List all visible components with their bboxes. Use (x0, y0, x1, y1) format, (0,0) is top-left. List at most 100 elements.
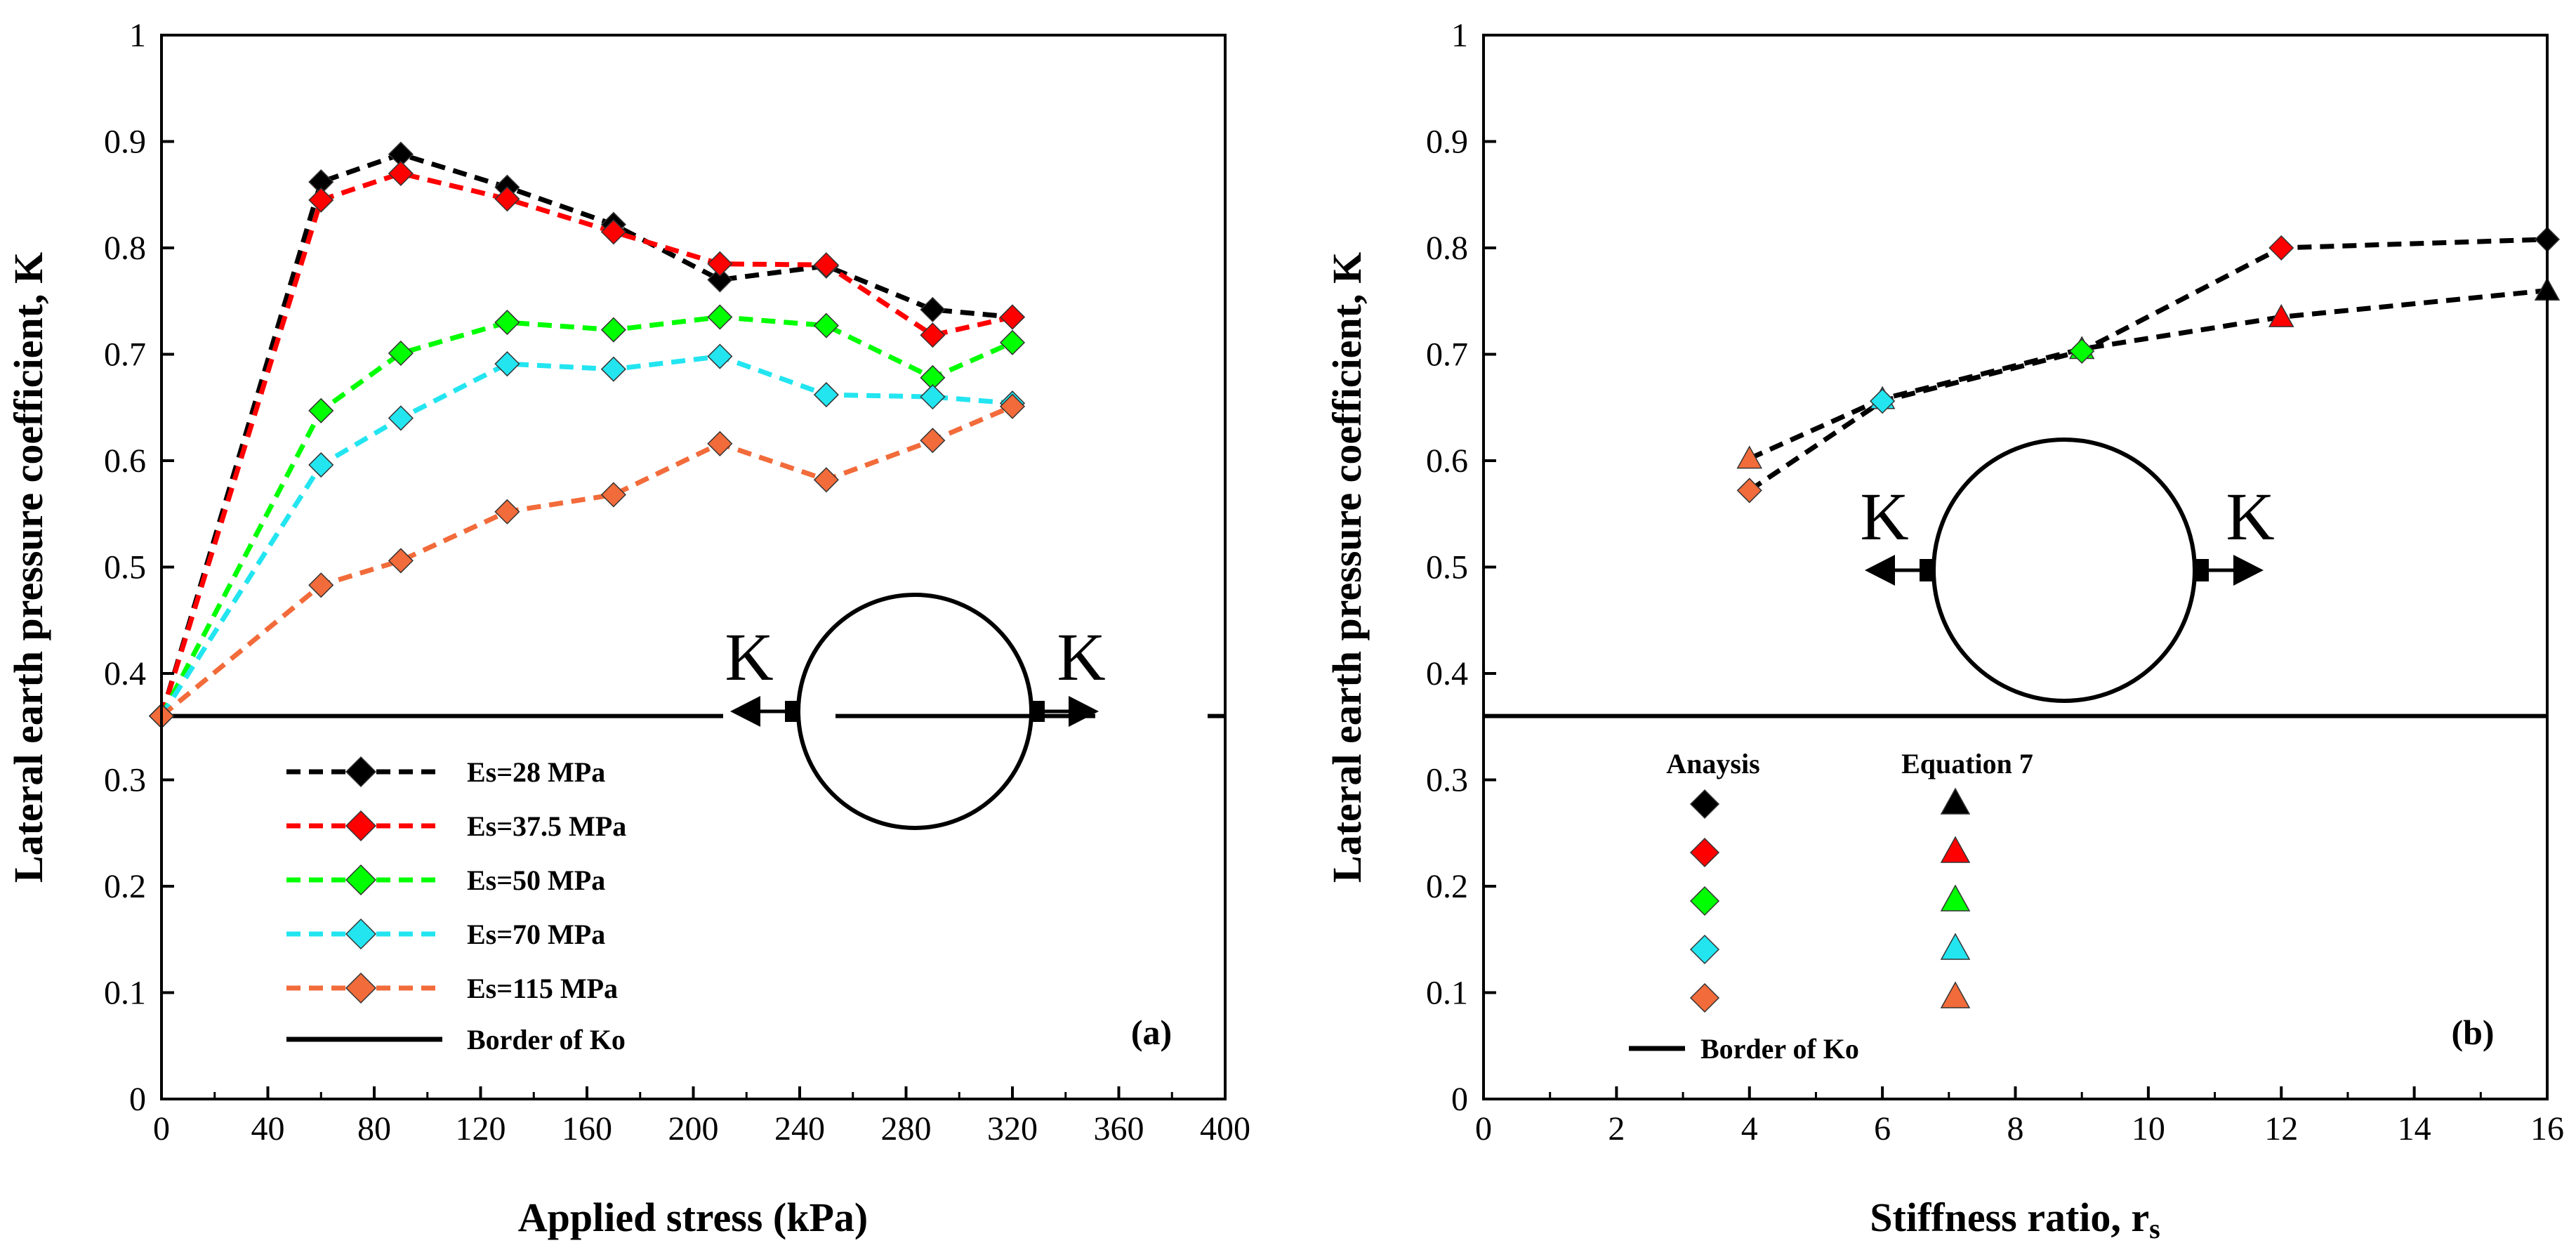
x-tick-label-b: 0 (1475, 1110, 1492, 1147)
x-tick-label-b: 8 (2007, 1110, 2024, 1147)
panel-b: K K 0 2 4 6 8 10 12 14 16 0 0.1 0.2 0.3 0.4 0.5 0.6 0.7 0… (1324, 17, 2564, 1244)
y-tick-label-a: 0 (129, 1081, 146, 1118)
y-tick-label-a: 0.9 (104, 124, 146, 161)
data-point-es-70-mpa (388, 405, 414, 431)
legend-label-border-ko-b: Border of Ko (1700, 1033, 1859, 1065)
legend-label-es28: Es=28 MPa (467, 756, 605, 788)
legend-label-es70: Es=70 MPa (467, 919, 605, 950)
x-tick-label-a: 120 (456, 1110, 506, 1147)
data-point-es-70-mpa (707, 343, 733, 369)
legend-marker-equation (1940, 836, 1971, 863)
y-tick-label-b: 0 (1451, 1081, 1468, 1118)
data-point-es-70-mpa (600, 356, 626, 382)
y-tick-label-b: 0.9 (1426, 124, 1468, 161)
series-line-es-115-mpa (159, 404, 1014, 718)
x-tick-label-a: 360 (1094, 1110, 1144, 1147)
y-tick-label-a: 0.7 (104, 336, 146, 374)
arrow-left-b (1865, 555, 1895, 586)
legend-marker-equation (1940, 884, 1971, 912)
ring-pad-right-b (2193, 559, 2209, 581)
y-tick-label-a: 0.8 (104, 230, 146, 267)
data-point-es-70-mpa (813, 382, 839, 408)
data-point-es-115-mpa (920, 428, 946, 454)
x-tick-label-a: 280 (881, 1110, 932, 1147)
legend-a: Es=28 MPa Es=37.5 MPa Es=50 MPa Es=70 MP… (286, 756, 626, 1055)
legend-marker-equation (1940, 933, 1971, 960)
arrow-right-b (2233, 555, 2264, 586)
data-point-es-37-5-mpa (600, 219, 626, 245)
x-axis-title-a: Applied stress (kPa) (518, 1195, 868, 1240)
legend-marker-equation (1940, 981, 1971, 1008)
legend-b: Anaysis Equation 7 Border of Ko (1629, 748, 2033, 1065)
data-point-analysis (1736, 478, 1762, 504)
x-tick-label-a: 200 (668, 1110, 719, 1147)
data-point-es-50-mpa (388, 340, 414, 367)
data-point-equation (2268, 303, 2294, 327)
data-point-es-37-5-mpa (494, 186, 520, 212)
data-point-analysis (2069, 338, 2095, 364)
data-point-es-37-5-mpa (920, 322, 946, 348)
y-tick-label-a: 0.6 (104, 442, 146, 480)
ring-diagram-b: K K (1860, 438, 2275, 703)
legend-label-es115: Es=115 MPa (467, 973, 618, 1004)
arrow-left-a (730, 696, 760, 727)
y-tick-label-a: 1 (129, 17, 146, 54)
y-axis-title-a: Lateral earth pressure coefficient, K (6, 252, 51, 883)
x-tick-label-b: 6 (1874, 1110, 1891, 1147)
series-line-es-70-mpa (159, 353, 1013, 718)
x-tick-label-b: 4 (1741, 1110, 1758, 1147)
k-label-left-a: K (725, 619, 773, 695)
data-point-es-115-mpa (999, 393, 1026, 419)
y-tick-label-b: 0.7 (1426, 336, 1468, 374)
y-tick-label-b: 0.4 (1426, 655, 1468, 692)
panel-label-b: (b) (2451, 1013, 2494, 1052)
y-tick-label-a: 0.5 (104, 549, 146, 586)
data-point-es-50-mpa (600, 317, 626, 343)
y-tick-label-b: 0.5 (1426, 549, 1468, 586)
data-point-es-115-mpa (707, 430, 733, 456)
panel-label-a: (a) (1131, 1013, 1172, 1052)
arrow-right-a (1069, 696, 1099, 727)
data-point-analysis (2268, 235, 2294, 261)
data-point-es-37-5-mpa (388, 160, 414, 187)
legend-marker-analysis (1689, 886, 1720, 916)
y-tick-label-a: 0.2 (104, 868, 146, 905)
data-point-es-28-mpa (920, 296, 946, 322)
x-tick-label-b: 14 (2398, 1110, 2431, 1147)
ring-circle-b (1931, 438, 2197, 703)
series-line-equation (1748, 288, 2548, 461)
data-point-es-37-5-mpa (308, 187, 334, 213)
data-point-es-37-5-mpa (707, 251, 733, 277)
legend-entry-border-ko-b: Border of Ko (1629, 1033, 1859, 1065)
y-tick-label-a: 0.1 (104, 975, 146, 1012)
legend-marker-analysis (1689, 789, 1720, 820)
ring-pad-left-b (1920, 559, 1935, 581)
ring-pad-right-a (1029, 701, 1045, 722)
x-axis-title-b-sub: s (2149, 1213, 2160, 1244)
k-label-left-b: K (1860, 479, 1908, 554)
data-point-es-115-mpa (813, 467, 839, 493)
x-axis-title-b-main: Stiffness ratio, r (1870, 1195, 2149, 1240)
legend-marker-analysis (1689, 982, 1720, 1013)
data-point-es-70-mpa (494, 351, 520, 377)
series-line-analysis (1748, 237, 2548, 493)
y-tick-label-a: 0.4 (104, 655, 146, 692)
y-tick-label-b: 0.6 (1426, 442, 1468, 480)
y-tick-label-b: 0.1 (1426, 975, 1468, 1012)
legend-title-analysis: Anaysis (1666, 748, 1759, 779)
legend-entry-border-ko-a: Border of Ko (286, 1024, 626, 1055)
data-point-es-50-mpa (999, 329, 1026, 355)
legend-label-es37-5: Es=37.5 MPa (467, 810, 626, 842)
k-label-right-b: K (2226, 479, 2274, 554)
data-point-es-115-mpa (600, 482, 626, 508)
x-tick-label-a: 80 (357, 1110, 391, 1147)
x-tick-label-a: 400 (1200, 1110, 1250, 1147)
ring-pad-left-a (785, 701, 800, 722)
legend-marker-analysis (1689, 934, 1720, 965)
y-axis-title-b: Lateral earth pressure coefficient, K (1324, 252, 1370, 883)
data-point-es-115-mpa (388, 548, 414, 574)
plot-frame-b (1482, 34, 2549, 1100)
x-tick-label-a: 0 (153, 1110, 170, 1147)
x-tick-label-a: 320 (987, 1110, 1038, 1147)
